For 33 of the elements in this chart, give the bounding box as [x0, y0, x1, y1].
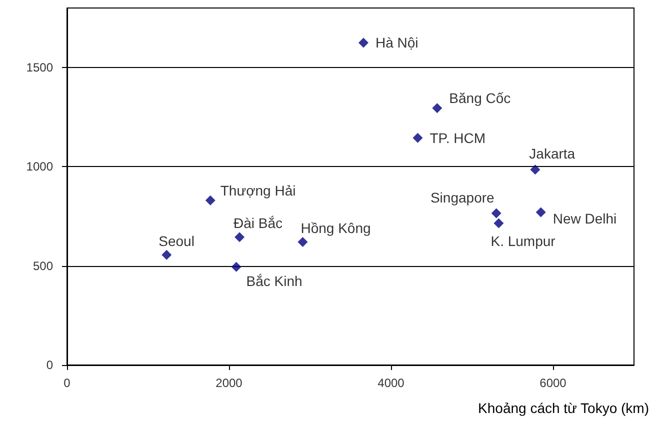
point — [231, 262, 242, 272]
point — [494, 218, 504, 228]
point — [298, 237, 308, 248]
annotation: TP. HCM — [430, 130, 486, 146]
annotation: Hồng Kông — [300, 220, 371, 236]
x-axis-title: Khoảng cách từ Tokyo (km) — [478, 400, 649, 416]
point — [162, 250, 172, 260]
annotation: Thượng Hải — [220, 182, 296, 198]
annotation: K. Lumpur — [490, 233, 556, 250]
x-tick-label: 4000 — [378, 376, 405, 390]
x-tick-label: 0 — [64, 376, 71, 390]
annotation: Hà Nội — [375, 34, 418, 51]
point — [234, 232, 245, 242]
point — [491, 208, 502, 218]
annotation: Singapore — [430, 189, 495, 206]
point — [536, 207, 546, 218]
y-tick-label: 1000 — [26, 160, 54, 174]
point — [205, 195, 216, 206]
annotation: Jakarta — [529, 146, 576, 162]
point — [412, 132, 423, 143]
x-tick-label: 6000 — [540, 376, 567, 390]
annotation: New Delhi — [552, 210, 617, 226]
y-tick-label: 1500 — [26, 60, 54, 74]
annotation: Seoul — [158, 232, 194, 249]
x-tick-label: 2000 — [216, 376, 243, 390]
annotation: Đài Bắc — [234, 215, 283, 232]
point — [530, 164, 540, 175]
y-tick-label: 500 — [32, 258, 54, 273]
annotation: Bắc Kinh — [246, 272, 302, 289]
y-tick-label: 0 — [46, 358, 54, 372]
point — [432, 103, 442, 114]
annotation: Băng Cốc — [449, 90, 511, 106]
point — [358, 38, 368, 48]
